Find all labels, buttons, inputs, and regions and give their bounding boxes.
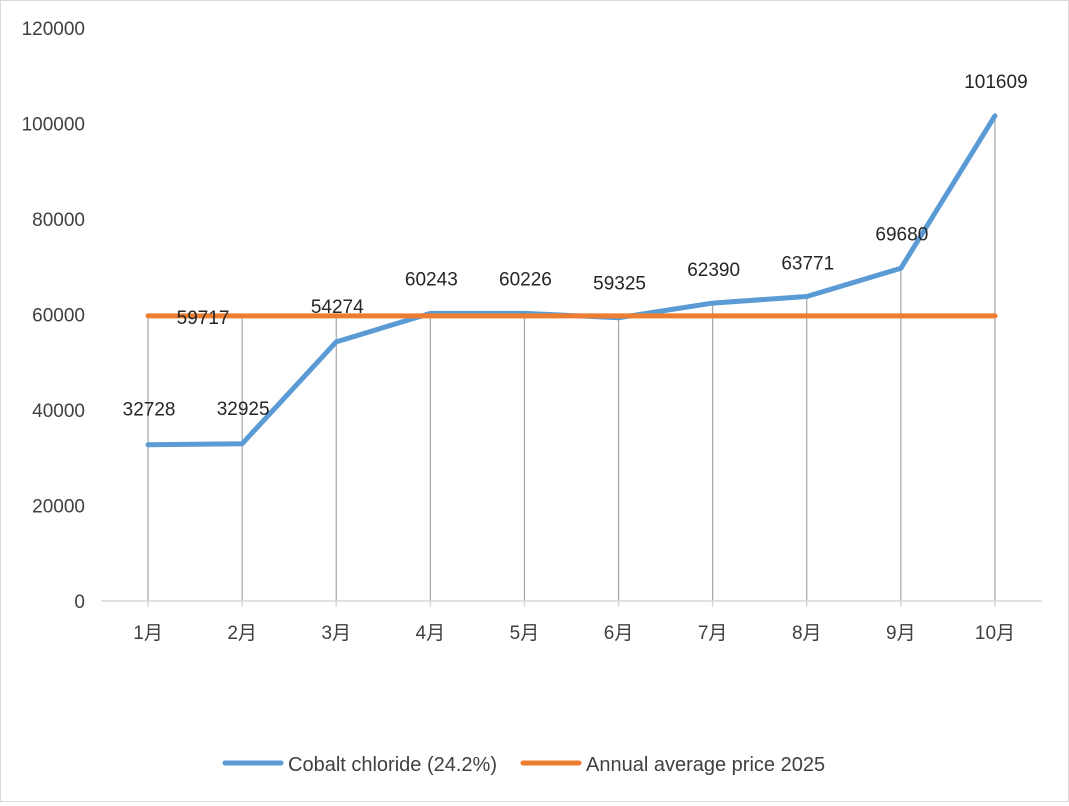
- x-tick-label: 5月: [510, 623, 540, 644]
- x-tick-label: 8月: [792, 623, 822, 644]
- x-axis-ticks: 1月 2月 3月 4月 5月 6月 7月 8月 9月 10月: [133, 601, 1015, 644]
- data-label-cobalt-chloride: 69680: [875, 224, 928, 245]
- data-label-cobalt-chloride: 59325: [593, 274, 646, 295]
- y-tick-label: 120000: [22, 19, 85, 40]
- legend-label-cobalt-chloride: Cobalt chloride (24.2%): [288, 754, 497, 776]
- x-tick-label: 10月: [975, 623, 1015, 644]
- x-tick-label: 9月: [886, 623, 916, 644]
- drop-lines: [147, 115, 996, 601]
- series-line-cobalt-chloride: [145, 113, 998, 448]
- y-axis-ticks: 0 20000 40000 60000 80000 100000 120000: [22, 19, 85, 613]
- legend-label-annual-average: Annual average price 2025: [586, 754, 825, 776]
- x-tick-label: 3月: [321, 623, 351, 644]
- data-label-cobalt-chloride: 60226: [499, 269, 552, 290]
- legend: Cobalt chloride (24.2%) Annual average p…: [222, 754, 825, 776]
- series-layer: [145, 113, 998, 448]
- data-label-annual-average: 59717: [177, 308, 230, 329]
- data-label-cobalt-chloride: 60243: [405, 269, 458, 290]
- y-tick-label: 40000: [32, 401, 85, 422]
- x-tick-label: 4月: [416, 623, 446, 644]
- x-tick-label: 7月: [698, 623, 728, 644]
- x-tick-label: 1月: [133, 623, 163, 644]
- data-label-cobalt-chloride: 32728: [123, 400, 176, 421]
- legend-item-cobalt-chloride: Cobalt chloride (24.2%): [222, 754, 497, 776]
- y-tick-label: 60000: [32, 306, 85, 327]
- data-label-cobalt-chloride: 54274: [311, 297, 364, 318]
- data-labels: 32728 32925 54274 60243 60226 59325 62390 63771…: [123, 72, 1028, 421]
- data-label-cobalt-chloride: 101609: [964, 72, 1027, 93]
- y-tick-label: 20000: [32, 497, 85, 518]
- data-label-cobalt-chloride: 63771: [781, 253, 834, 274]
- data-label-cobalt-chloride: 32925: [217, 399, 270, 420]
- x-tick-label: 2月: [227, 623, 257, 644]
- legend-item-annual-average: Annual average price 2025: [520, 754, 825, 776]
- y-tick-label: 100000: [22, 115, 85, 136]
- x-tick-label: 6月: [604, 623, 634, 644]
- y-tick-label: 80000: [32, 210, 85, 231]
- data-label-cobalt-chloride: 62390: [687, 260, 740, 281]
- y-tick-label: 0: [74, 592, 85, 613]
